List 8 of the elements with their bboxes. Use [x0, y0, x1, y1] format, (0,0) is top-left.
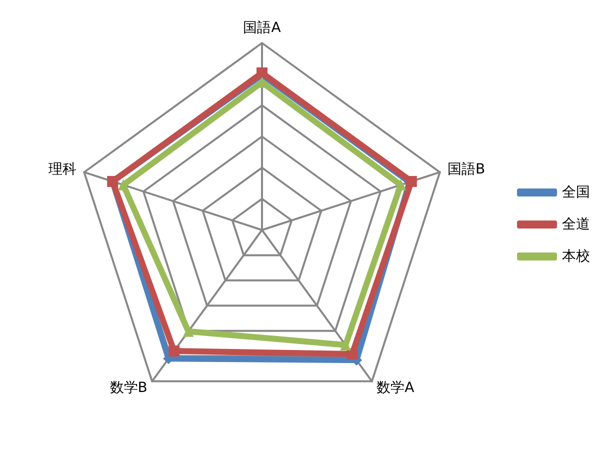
legend-label: 本校 — [562, 248, 590, 264]
spoke-label: 国語A — [243, 20, 282, 36]
legend-label: 全道 — [562, 216, 590, 232]
spoke-label: 国語B — [447, 162, 486, 178]
spoke-label: 数学B — [110, 380, 148, 396]
spoke-label: 理科 — [48, 162, 77, 178]
spoke-label: 数学A — [376, 380, 415, 396]
legend-label: 全国 — [562, 184, 590, 200]
